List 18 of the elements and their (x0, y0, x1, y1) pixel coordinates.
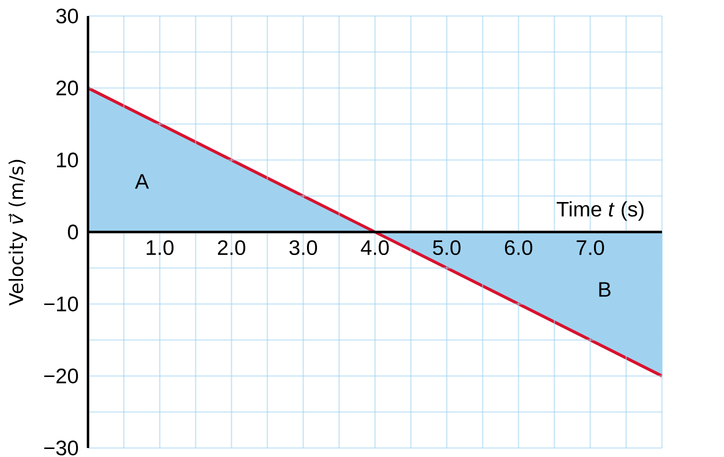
y-tick-label: 20 (56, 80, 78, 96)
x-tick-label: 1.0 (146, 240, 174, 256)
x-axis-title: Time t (s) (556, 201, 644, 221)
x-tick-label: 5.0 (433, 240, 461, 256)
x-tick-label: 3.0 (289, 240, 318, 256)
annotation: B (599, 282, 610, 297)
y-axis-title: Velocity v⃗ (m/s) (8, 160, 27, 306)
y-tick-label: −10 (44, 296, 78, 312)
y-tick-label: 10 (57, 152, 78, 168)
annotation: A (135, 174, 149, 189)
y-tick-label: −20 (44, 368, 78, 384)
y-tick-label: 0 (68, 224, 78, 240)
y-tick-label: −30 (44, 440, 78, 456)
x-tick-label: 7.0 (576, 240, 604, 256)
x-tick-label: 4.0 (360, 240, 389, 256)
x-tick-label: 6.0 (504, 240, 532, 256)
x-tick-label: 2.0 (218, 240, 246, 256)
y-tick-label: 30 (56, 8, 78, 24)
